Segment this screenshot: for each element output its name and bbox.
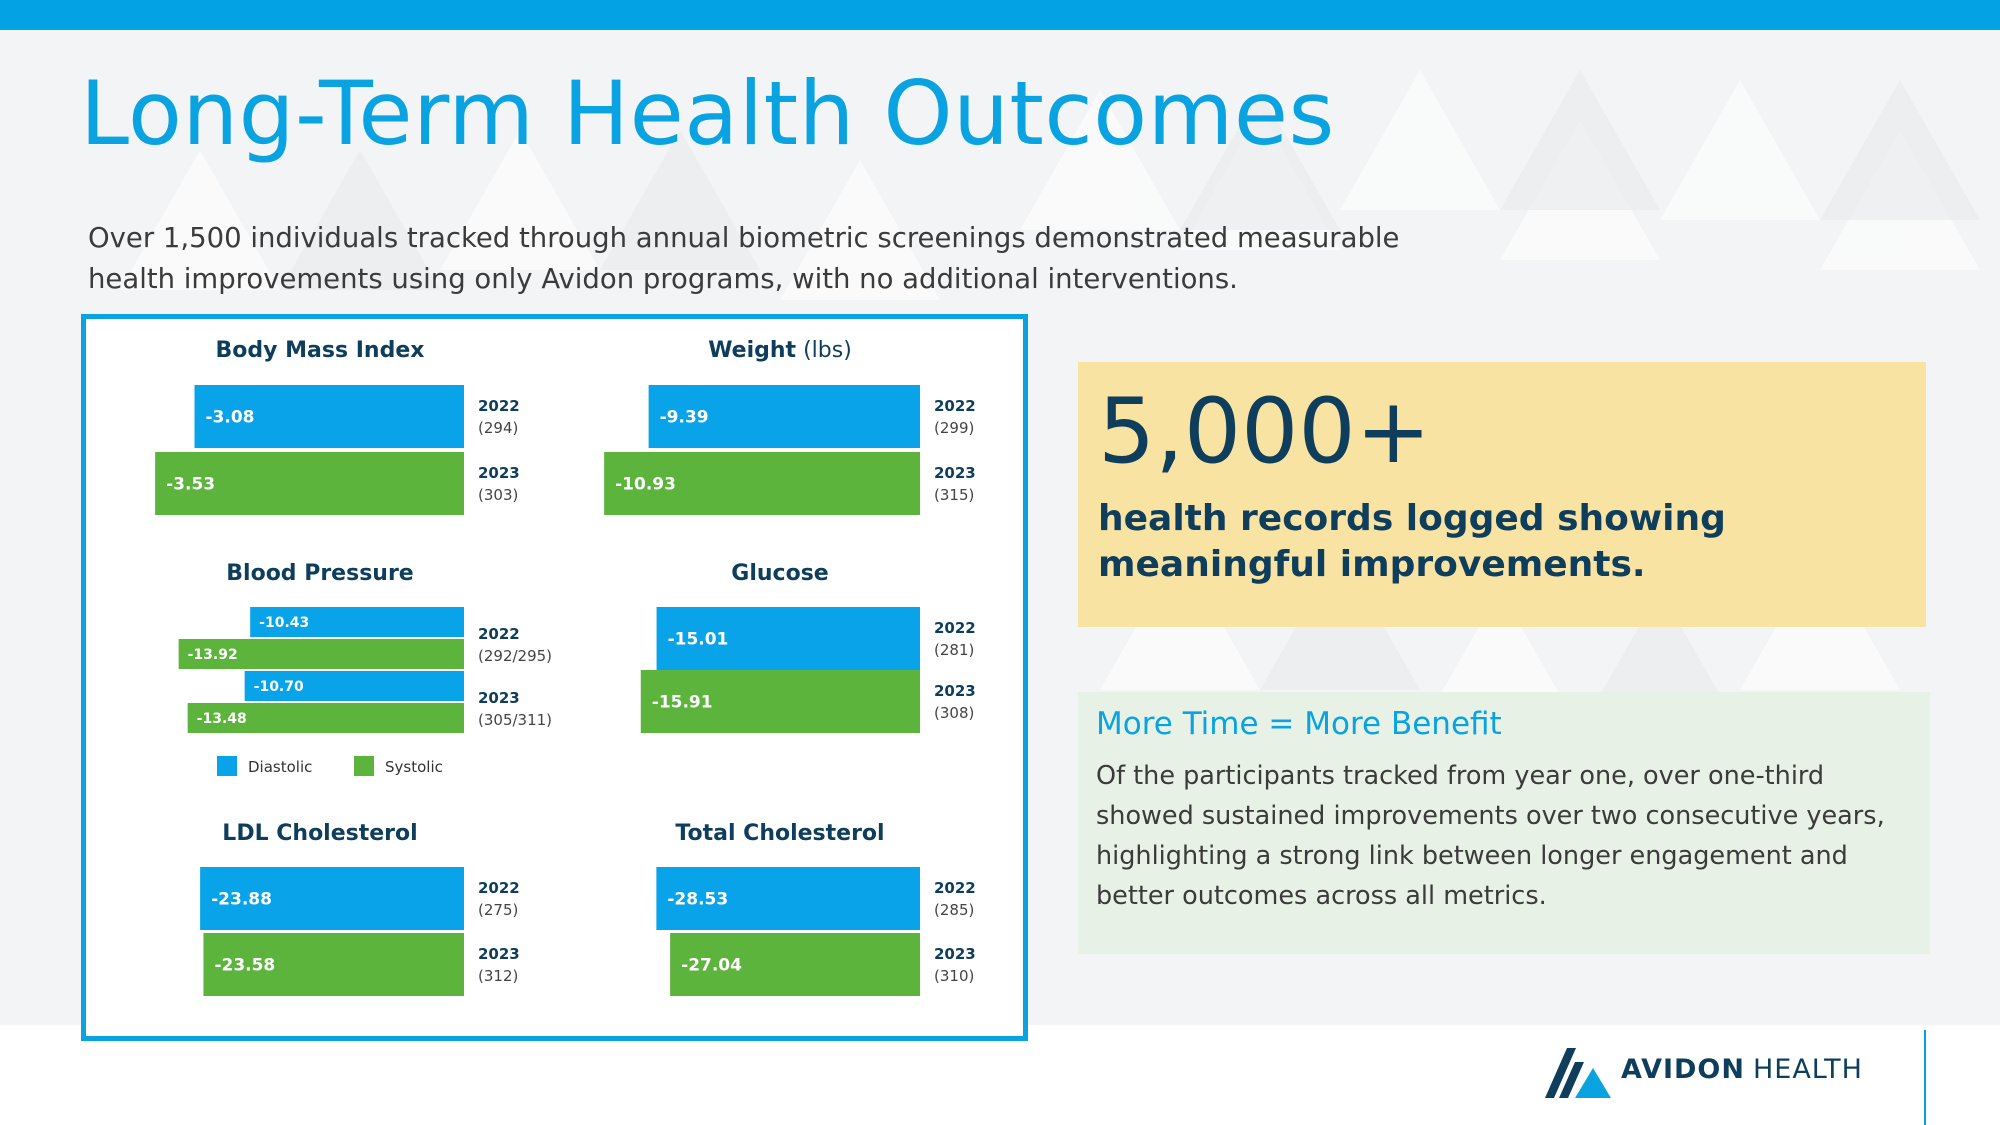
body-mass-index-title-text: Body Mass Index: [216, 338, 425, 363]
blood-pressure-bar-2022-diastolic: [250, 607, 464, 637]
avidon-mountain-icon: [1545, 1048, 1611, 1098]
body-mass-index-count-2023: (303): [478, 486, 518, 504]
total-cholesterol-year-2022: 2022: [934, 879, 976, 897]
total-cholesterol-count-2023: (310): [934, 967, 974, 985]
ldl-cholesterol-year-2022: 2022: [478, 879, 520, 897]
body-mass-index-year-2022: 2022: [478, 397, 520, 415]
weight-bar-label-2023: -10.93: [615, 475, 676, 495]
weight-title-unit: (lbs): [796, 338, 852, 363]
footer-divider: [1924, 1030, 1926, 1125]
body-mass-index-chart-title: Body Mass Index: [216, 338, 425, 363]
ldl-cholesterol-bar-label-2023: -23.58: [214, 956, 275, 976]
body-mass-index-year-2023: 2023: [478, 464, 520, 482]
weight-chart-title: Weight (lbs): [708, 338, 852, 363]
blood-pressure-chart-title: Blood Pressure: [226, 561, 413, 586]
total-cholesterol-chart-title: Total Cholesterol: [675, 821, 884, 846]
weight-count-2022: (299): [934, 419, 974, 437]
ldl-cholesterol-bar-label-2022: -23.88: [211, 890, 272, 910]
glucose-bar-label-2023: -15.91: [652, 693, 713, 713]
glucose-year-2023: 2023: [934, 682, 976, 700]
footer-band: [0, 1025, 2000, 1125]
info-body: Of the participants tracked from year on…: [1096, 761, 1885, 911]
bp-legend-label-diastolic: Diastolic: [248, 758, 312, 776]
body-mass-index-bar-2023: [155, 452, 464, 515]
weight-year-2022: 2022: [934, 397, 976, 415]
page-subtitle: Over 1,500 individuals tracked through a…: [88, 222, 1400, 295]
weight-count-2023: (315): [934, 486, 974, 504]
blood-pressure-bar-2023-systolic: [187, 703, 464, 733]
bp-legend-swatch-systolic: [354, 756, 374, 776]
page-title: Long-Term Health Outcomes: [80, 62, 1335, 165]
stat-text: health records logged showing meaningful…: [1098, 498, 1726, 585]
blood-pressure-bar-label-2022-0: -10.43: [259, 615, 309, 631]
glucose-year-2022: 2022: [934, 619, 976, 637]
glucose-bar-2023: [640, 670, 920, 733]
top-accent-bar: [0, 0, 2000, 30]
glucose-count-2022: (281): [934, 641, 974, 659]
blood-pressure-bar-label-2023-1: -13.48: [197, 711, 247, 727]
info-heading: More Time = More Benefit: [1096, 706, 1502, 742]
body-mass-index-count-2022: (294): [478, 419, 518, 437]
ldl-cholesterol-count-2023: (312): [478, 967, 518, 985]
weight-title-text: Weight: [708, 338, 796, 363]
bp-legend-swatch-diastolic: [217, 756, 237, 776]
ldl-cholesterol-bar-2022: [200, 867, 464, 930]
ldl-cholesterol-year-2023: 2023: [478, 945, 520, 963]
ldl-cholesterol-count-2022: (275): [478, 901, 518, 919]
weight-bar-2022: [648, 385, 920, 448]
blood-pressure-year-2023: 2023: [478, 689, 520, 707]
stat-number: 5,000+: [1098, 379, 1432, 484]
weight-bar-2023: [604, 452, 920, 515]
total-cholesterol-title-text: Total Cholesterol: [675, 821, 884, 846]
glucose-count-2023: (308): [934, 704, 974, 722]
body-mass-index-bar-label-2023: -3.53: [166, 475, 215, 495]
blood-pressure-bar-2023-diastolic: [244, 671, 464, 701]
weight-year-2023: 2023: [934, 464, 976, 482]
bp-legend-label-systolic: Systolic: [385, 758, 443, 776]
blood-pressure-year-2022: 2022: [478, 625, 520, 643]
brand-light: HEALTH: [1752, 1054, 1863, 1085]
total-cholesterol-bar-2023: [670, 933, 920, 996]
blood-pressure-count-2022: (292/295): [478, 647, 552, 665]
ldl-cholesterol-title-text: LDL Cholesterol: [222, 821, 417, 846]
ldl-cholesterol-bar-2023: [203, 933, 464, 996]
total-cholesterol-year-2023: 2023: [934, 945, 976, 963]
charts-svg: Body Mass Index -3.08 2022 (294) -3.53 2023 (3…: [155, 338, 976, 996]
glucose-bar-2022: [656, 607, 920, 670]
blood-pressure-count-2023: (305/311): [478, 711, 552, 729]
glucose-chart-title: Glucose: [731, 561, 828, 586]
blood-pressure-bar-label-2022-1: -13.92: [188, 647, 238, 663]
brand-wordmark: AVIDON HEALTH: [1621, 1054, 1863, 1085]
total-cholesterol-bar-label-2022: -28.53: [667, 890, 728, 910]
blood-pressure-title-text: Blood Pressure: [226, 561, 413, 586]
body-mass-index-bar-label-2022: -3.08: [206, 408, 255, 428]
weight-bar-label-2022: -9.39: [660, 408, 709, 428]
blood-pressure-bar-label-2023-0: -10.70: [254, 679, 304, 695]
charts-panel: Body Mass Index -3.08 2022 (294) -3.53 2023 (3…: [81, 314, 1028, 1041]
total-cholesterol-bar-2022: [656, 867, 920, 930]
glucose-title-text: Glucose: [731, 561, 828, 586]
ldl-cholesterol-chart-title: LDL Cholesterol: [222, 821, 417, 846]
glucose-bar-label-2022: -15.01: [668, 630, 729, 650]
stat-callout: 5,000+ health records logged showing mea…: [1078, 362, 1926, 627]
blood-pressure-bar-2022-systolic: [178, 639, 464, 669]
info-callout: More Time = More Benefit Of the particip…: [1078, 692, 1930, 954]
total-cholesterol-count-2022: (285): [934, 901, 974, 919]
brand-bold: AVIDON: [1621, 1054, 1745, 1085]
body-mass-index-bar-2022: [194, 385, 464, 448]
total-cholesterol-bar-label-2023: -27.04: [681, 956, 742, 976]
